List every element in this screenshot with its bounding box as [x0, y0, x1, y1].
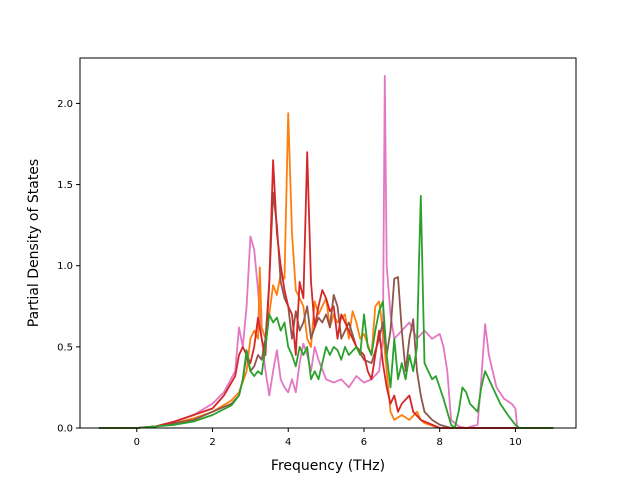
plot-area-frame — [79, 57, 577, 429]
y-tick-label: 2.0 — [57, 99, 73, 110]
y-axis-ticks: 0.0 0.5 1.0 1.5 2.0 — [57, 99, 80, 435]
x-tick-label: 4 — [285, 437, 291, 448]
series-line-2 — [98, 112, 554, 429]
y-tick-label: 1.5 — [57, 180, 73, 191]
y-tick-label: 0.5 — [57, 342, 73, 353]
y-tick-label: 1.0 — [57, 261, 73, 272]
x-axis-label: Frequency (THz) — [271, 458, 385, 474]
x-tick-label: 0 — [134, 437, 140, 448]
x-tick-label: 2 — [209, 437, 215, 448]
x-tick-label: 6 — [361, 437, 367, 448]
series-line-4 — [98, 151, 554, 429]
x-tick-label: 10 — [509, 437, 522, 448]
y-axis-label: Partial Density of States — [26, 159, 42, 327]
x-axis-ticks: 0 2 4 6 8 10 — [134, 428, 522, 448]
series-layer — [98, 75, 554, 429]
y-tick-label: 0.0 — [57, 424, 73, 435]
x-tick-label: 8 — [437, 437, 443, 448]
series-line-5 — [98, 194, 554, 429]
